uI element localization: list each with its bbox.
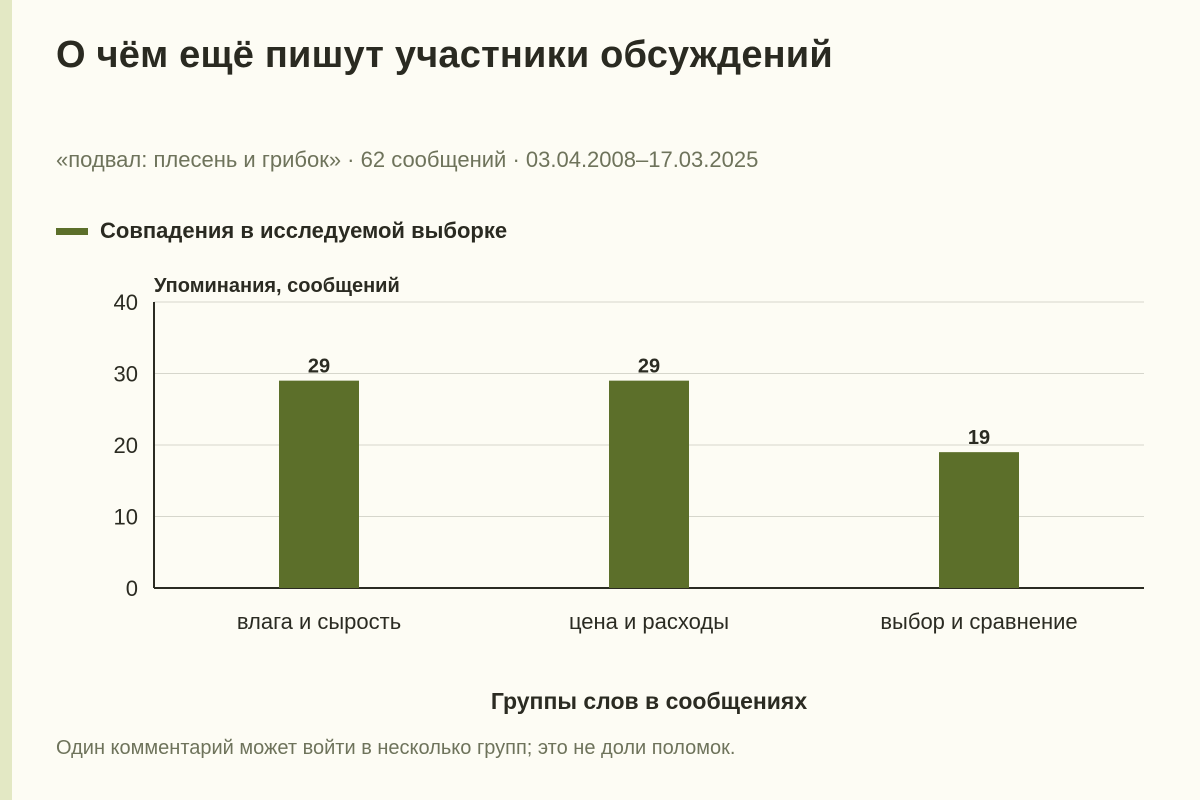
bar-value-label: 19 bbox=[968, 427, 990, 449]
legend-swatch bbox=[56, 227, 88, 235]
legend: Совпадения в исследуемой выборке bbox=[56, 218, 507, 244]
chart-title: О чём ещё пишут участники обсуждений bbox=[56, 34, 833, 76]
bar bbox=[939, 452, 1019, 588]
y-tick-label: 40 bbox=[114, 290, 138, 315]
y-tick-label: 20 bbox=[114, 433, 138, 458]
side-stripe bbox=[0, 0, 12, 800]
y-axis-title: Упоминания, сообщений bbox=[154, 275, 400, 297]
legend-label: Совпадения в исследуемой выборке bbox=[100, 218, 508, 243]
x-tick-label: выбор и сравнение bbox=[880, 609, 1077, 634]
x-axis-title: Группы слов в сообщениях bbox=[491, 688, 807, 714]
x-tick-label: цена и расходы bbox=[569, 609, 729, 634]
bar bbox=[609, 380, 689, 588]
bar bbox=[279, 380, 359, 588]
bar-value-label: 29 bbox=[308, 356, 330, 378]
y-tick-label: 0 bbox=[126, 576, 138, 601]
y-tick-label: 30 bbox=[114, 362, 138, 387]
bar-value-label: 29 bbox=[638, 356, 660, 378]
y-tick-label: 10 bbox=[114, 505, 138, 530]
x-tick-label: влага и сырость bbox=[237, 609, 401, 634]
chart-subtitle: «подвал: плесень и грибок» · 62 сообщени… bbox=[56, 147, 759, 172]
footnote: Один комментарий может войти в несколько… bbox=[56, 737, 736, 759]
